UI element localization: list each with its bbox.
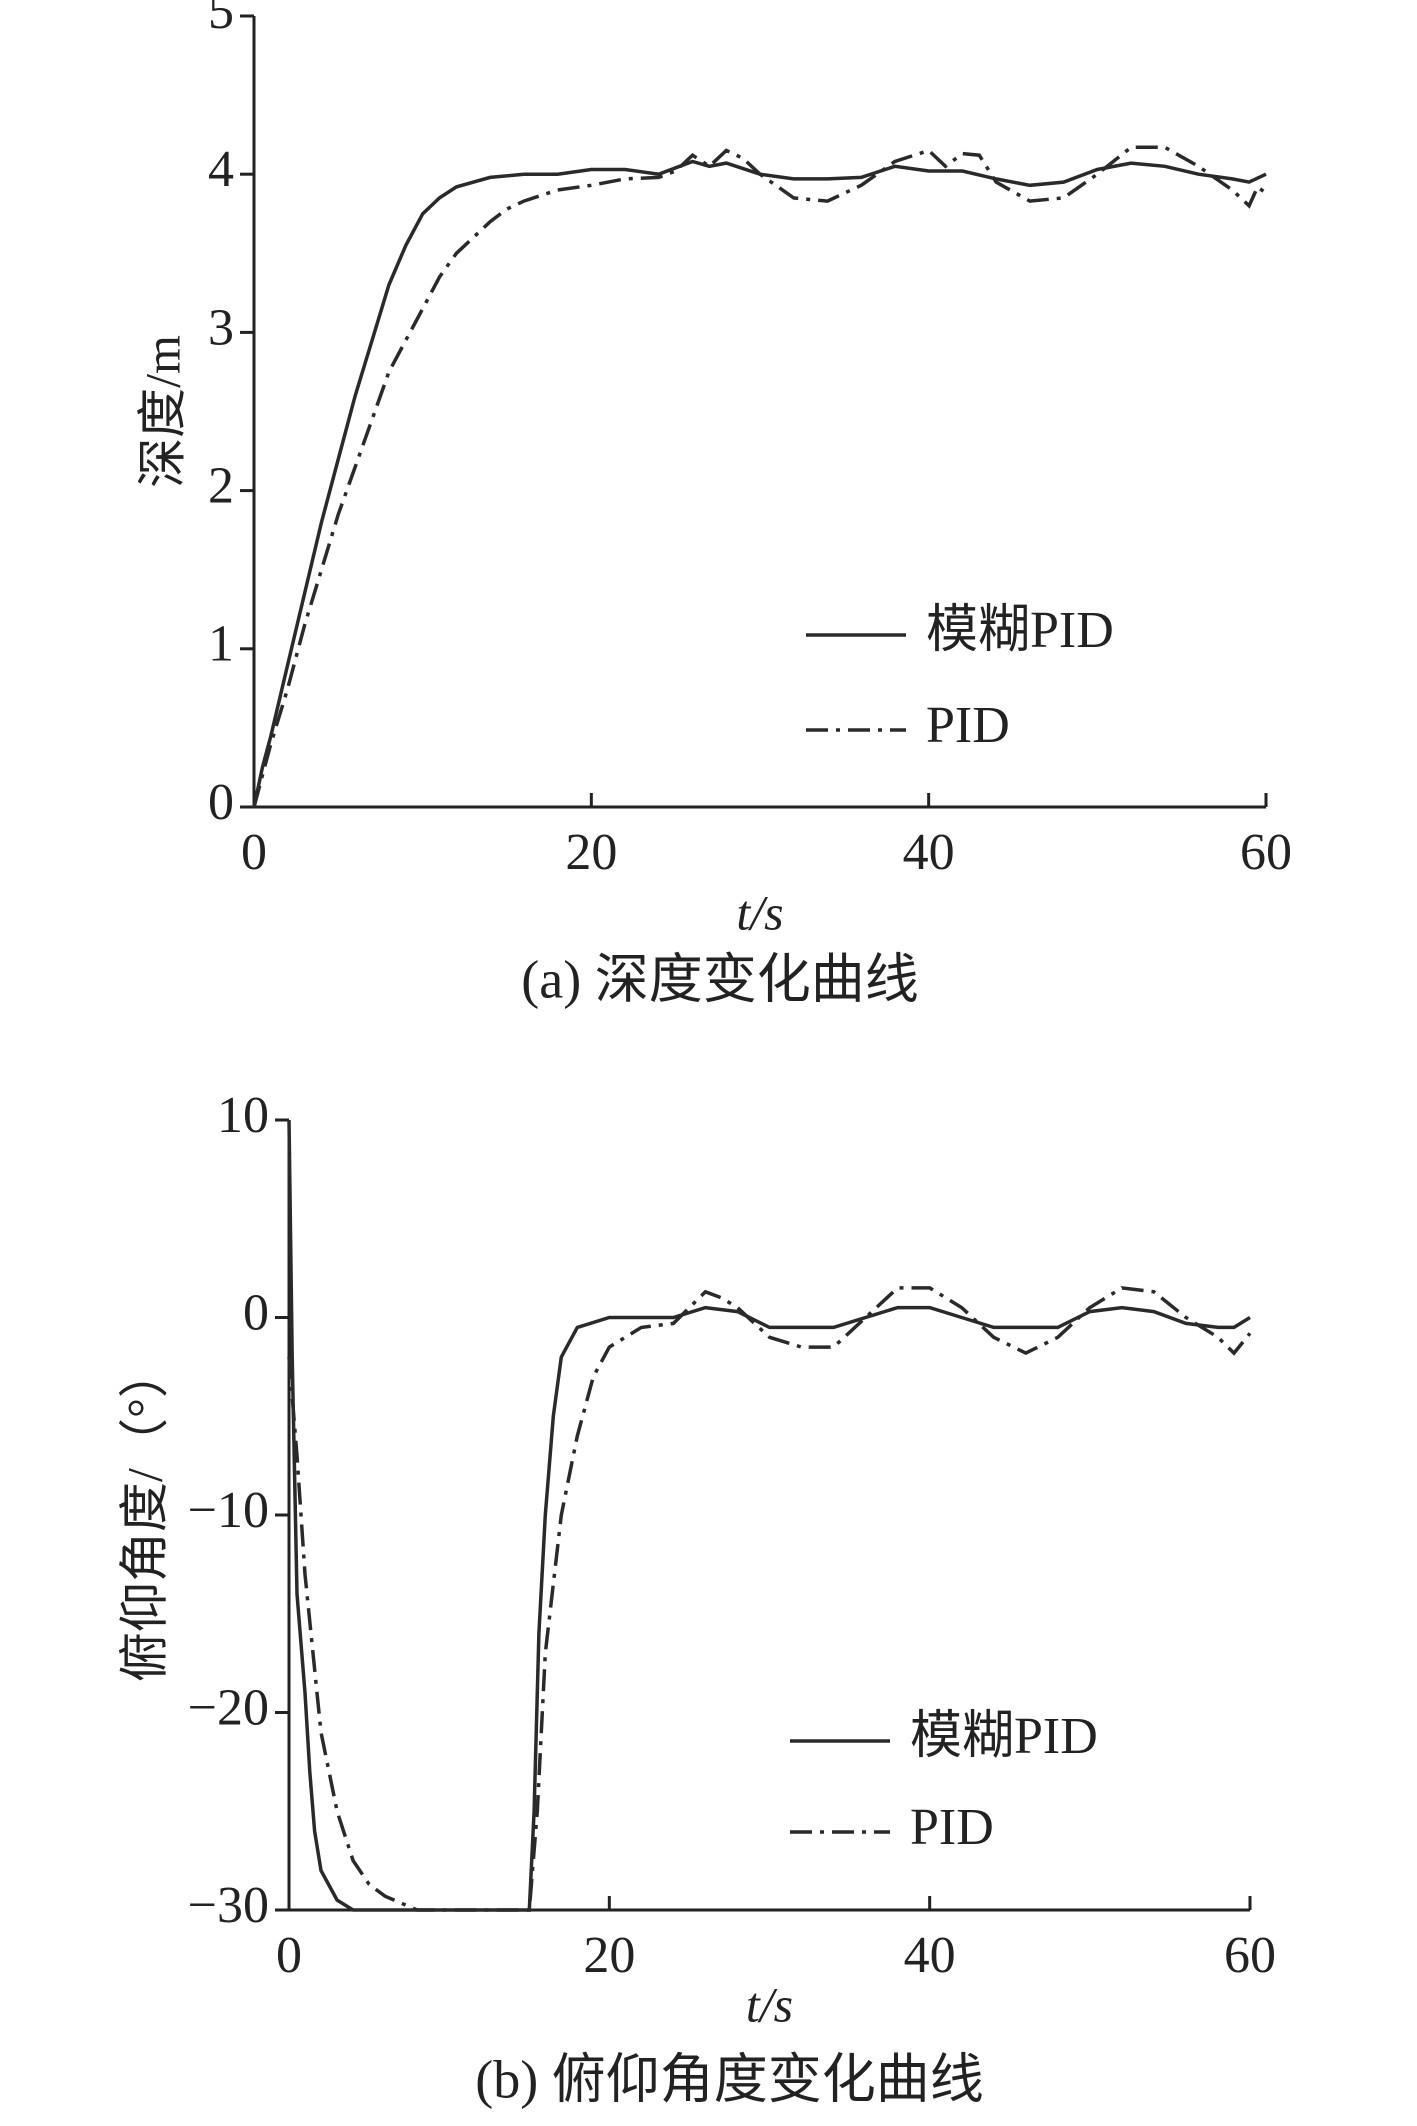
caption: (a) 深度变化曲线 [521,949,918,1009]
y-tick-label: −20 [188,1679,269,1736]
x-tick-label: 0 [241,824,267,881]
x-tick-label: 40 [903,824,955,881]
y-tick-label: 2 [208,458,234,515]
line [252,159,1267,808]
y-tick-label: 0 [208,774,234,831]
y-axis-label: 深度/m [134,335,190,488]
x-tick-label: 60 [1224,1927,1276,1984]
legend-label: 模糊PID [910,1708,1098,1765]
y-tick-label: 1 [208,616,234,673]
caption: (b) 俯仰角度变化曲线 [475,2049,983,2109]
x-tick-label: 40 [904,1927,956,1984]
y-axis-label: 俯仰角度/（°） [116,1348,172,1682]
x-tick-label: 60 [1240,824,1292,881]
line [252,145,1268,808]
x-tick-label: 0 [276,1927,302,1984]
x-axis-label: t/s [746,1976,793,2032]
line [287,1119,1251,1912]
y-tick-label: 3 [208,299,234,356]
legend-label: PID [926,697,1010,754]
y-tick-label: 10 [217,1087,269,1144]
x-tick-label: 20 [565,824,617,881]
y-tick-label: −10 [188,1482,269,1539]
y-tick-label: 5 [208,0,234,40]
x-axis-label: t/s [736,884,783,940]
legend-label: PID [910,1799,994,1856]
legend-label: 模糊PID [926,602,1114,659]
y-tick-label: −30 [188,1877,269,1934]
y-tick-label: 0 [243,1284,269,1341]
x-tick-label: 20 [583,1927,635,1984]
y-tick-label: 4 [208,141,234,198]
line [287,1286,1252,1912]
